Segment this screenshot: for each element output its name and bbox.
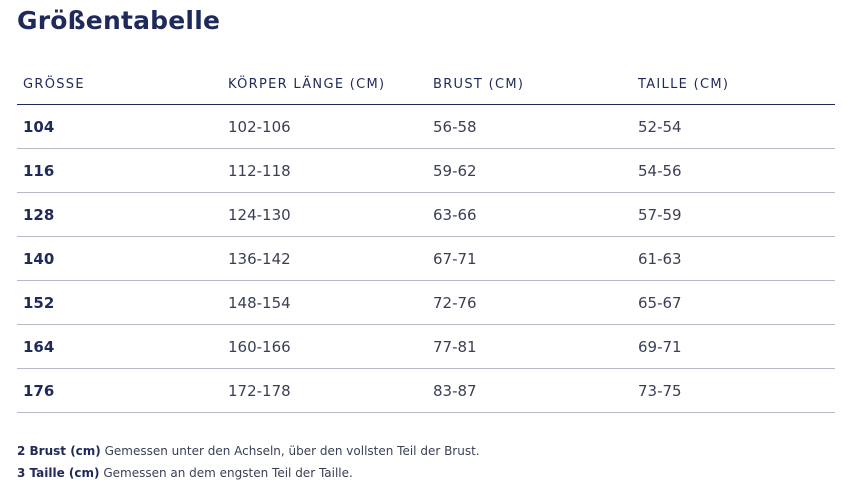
header-waist: TAILLE (CM) bbox=[632, 64, 835, 105]
body-length-cell: 148-154 bbox=[222, 280, 427, 325]
waist-cell: 54-56 bbox=[632, 148, 835, 193]
chest-cell: 59-62 bbox=[427, 148, 632, 193]
size-cell: 128 bbox=[17, 192, 222, 237]
body-length-cell: 136-142 bbox=[222, 236, 427, 281]
table-row: 140 136-142 67-71 61-63 bbox=[17, 236, 835, 281]
chest-cell: 63-66 bbox=[427, 192, 632, 237]
size-cell: 176 bbox=[17, 368, 222, 413]
header-size: GRÖSSE bbox=[17, 64, 222, 105]
waist-cell: 73-75 bbox=[632, 368, 835, 413]
waist-cell: 69-71 bbox=[632, 324, 835, 369]
body-length-cell: 112-118 bbox=[222, 148, 427, 193]
size-cell: 152 bbox=[17, 280, 222, 325]
footnote-label: 2 Brust (cm) bbox=[17, 444, 101, 458]
chest-cell: 72-76 bbox=[427, 280, 632, 325]
table-row: 116 112-118 59-62 54-56 bbox=[17, 148, 835, 193]
size-table: GRÖSSE KÖRPER LÄNGE (CM) BRUST (CM) TAIL… bbox=[17, 64, 835, 413]
body-length-cell: 124-130 bbox=[222, 192, 427, 237]
table-row: 176 172-178 83-87 73-75 bbox=[17, 368, 835, 413]
page-title: Größentabelle bbox=[17, 6, 221, 35]
size-cell: 164 bbox=[17, 324, 222, 369]
table-row: 104 102-106 56-58 52-54 bbox=[17, 104, 835, 149]
chest-cell: 56-58 bbox=[427, 104, 632, 149]
body-length-cell: 102-106 bbox=[222, 104, 427, 149]
table-header-row: GRÖSSE KÖRPER LÄNGE (CM) BRUST (CM) TAIL… bbox=[17, 64, 835, 105]
body-length-cell: 172-178 bbox=[222, 368, 427, 413]
size-cell: 116 bbox=[17, 148, 222, 193]
chest-cell: 77-81 bbox=[427, 324, 632, 369]
table-row: 152 148-154 72-76 65-67 bbox=[17, 280, 835, 325]
footnote-chest: 2 Brust (cm) Gemessen unter den Achseln,… bbox=[17, 440, 480, 462]
chest-cell: 83-87 bbox=[427, 368, 632, 413]
chest-cell: 67-71 bbox=[427, 236, 632, 281]
body-length-cell: 160-166 bbox=[222, 324, 427, 369]
table-row: 164 160-166 77-81 69-71 bbox=[17, 324, 835, 369]
table-row: 128 124-130 63-66 57-59 bbox=[17, 192, 835, 237]
size-cell: 104 bbox=[17, 104, 222, 149]
waist-cell: 52-54 bbox=[632, 104, 835, 149]
waist-cell: 61-63 bbox=[632, 236, 835, 281]
header-chest: BRUST (CM) bbox=[427, 64, 632, 105]
footnotes: 2 Brust (cm) Gemessen unter den Achseln,… bbox=[17, 440, 480, 484]
footnote-text: Gemessen unter den Achseln, über den vol… bbox=[100, 444, 480, 458]
header-body-length: KÖRPER LÄNGE (CM) bbox=[222, 64, 427, 105]
waist-cell: 57-59 bbox=[632, 192, 835, 237]
waist-cell: 65-67 bbox=[632, 280, 835, 325]
size-cell: 140 bbox=[17, 236, 222, 281]
footnote-waist: 3 Taille (cm) Gemessen an dem engsten Te… bbox=[17, 462, 480, 484]
footnote-label: 3 Taille (cm) bbox=[17, 466, 100, 480]
footnote-text: Gemessen an dem engsten Teil der Taille. bbox=[99, 466, 353, 480]
